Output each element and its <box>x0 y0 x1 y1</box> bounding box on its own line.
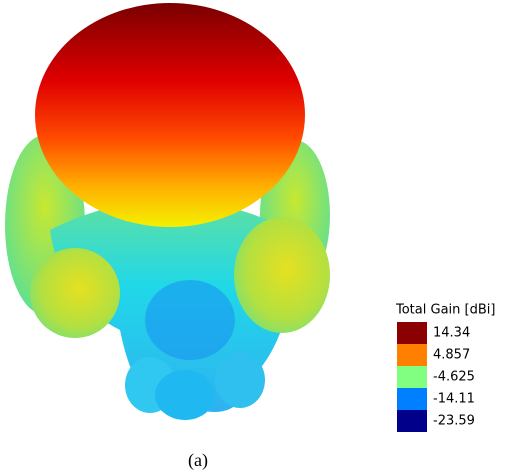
legend-label: 14.34 <box>433 326 470 341</box>
legend-label: -23.59 <box>433 414 475 429</box>
legend-items: 14.34 4.857 -4.625 -14.11 -23.59 <box>397 322 475 432</box>
legend: Total Gain [dBi] 14.34 4.857 -4.625 -14.11 -… <box>395 303 495 433</box>
legend-swatch <box>397 366 427 388</box>
legend-swatch <box>397 344 427 366</box>
legend-label: -14.11 <box>433 392 475 407</box>
legend-swatch <box>397 388 427 410</box>
radiation-pattern <box>5 3 330 420</box>
legend-title: Total Gain [dBi] <box>395 303 495 318</box>
legend-swatch <box>397 322 427 344</box>
caption: (a) <box>188 450 208 471</box>
figure: Total Gain [dBi] 14.34 4.857 -4.625 -14.11 -… <box>0 0 509 475</box>
legend-label: -4.625 <box>433 370 475 385</box>
legend-label: 4.857 <box>433 348 470 363</box>
legend-swatch <box>397 410 427 432</box>
